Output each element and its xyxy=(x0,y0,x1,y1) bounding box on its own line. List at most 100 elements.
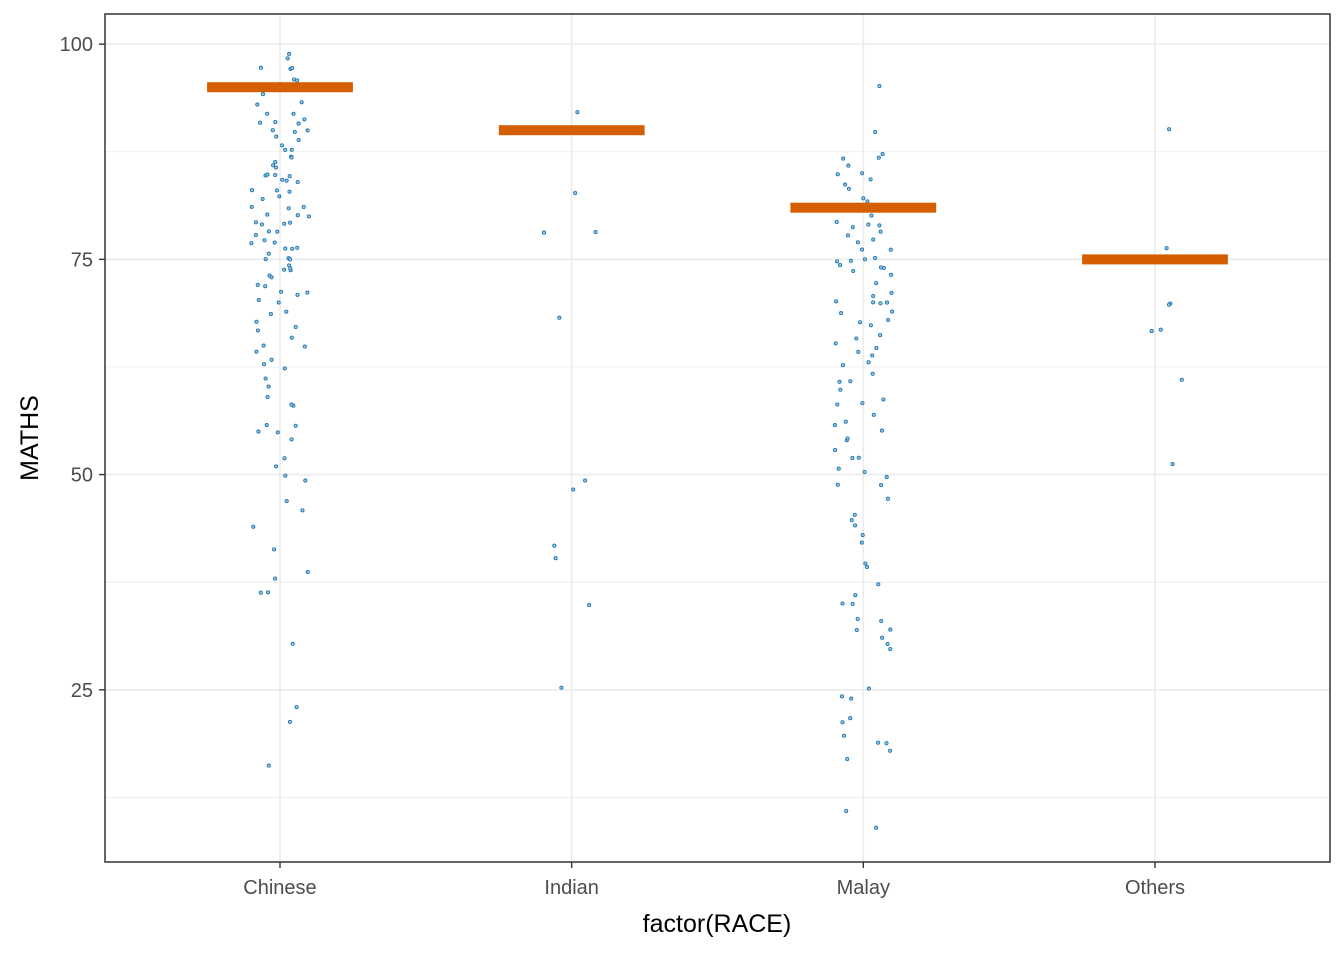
data-point xyxy=(282,267,287,272)
data-point xyxy=(295,78,300,83)
data-point xyxy=(837,379,842,384)
data-point xyxy=(289,402,294,407)
data-point xyxy=(289,437,294,442)
data-point xyxy=(290,641,295,646)
data-point xyxy=(880,635,885,640)
data-point xyxy=(876,740,881,745)
data-point xyxy=(840,601,845,606)
data-point xyxy=(266,229,271,234)
data-point xyxy=(868,177,873,182)
data-point xyxy=(287,189,292,194)
data-point xyxy=(878,301,883,306)
data-point xyxy=(255,282,260,287)
data-point xyxy=(852,512,857,517)
data-point xyxy=(261,362,267,367)
y-axis-title: MATHS xyxy=(16,395,44,481)
data-point xyxy=(287,257,293,262)
data-point xyxy=(845,757,850,762)
data-point xyxy=(835,402,840,407)
data-point xyxy=(266,384,271,389)
data-point xyxy=(292,129,297,134)
data-point xyxy=(269,357,274,362)
data-point xyxy=(884,475,889,480)
data-point xyxy=(834,219,839,225)
data-point xyxy=(850,456,855,461)
data-point xyxy=(262,238,267,243)
data-point xyxy=(884,741,889,746)
data-point xyxy=(290,65,295,71)
data-point xyxy=(289,147,294,152)
panel-border xyxy=(104,13,1331,863)
data-point xyxy=(249,241,254,246)
data-point xyxy=(295,292,300,297)
data-point xyxy=(858,320,863,325)
data-point xyxy=(878,229,883,234)
data-point xyxy=(295,213,300,218)
data-point xyxy=(301,204,306,210)
data-point xyxy=(1170,462,1175,467)
data-point xyxy=(846,186,851,191)
data-point xyxy=(881,397,886,402)
data-point xyxy=(879,483,884,488)
data-point xyxy=(541,230,547,235)
data-point xyxy=(855,240,860,245)
data-point xyxy=(880,152,885,157)
data-point xyxy=(293,324,298,330)
data-point xyxy=(258,590,263,595)
data-point xyxy=(575,110,580,115)
data-point xyxy=(280,143,285,148)
x-tick-label: Malay xyxy=(837,877,890,899)
data-point xyxy=(841,156,846,161)
data-point xyxy=(876,155,881,160)
data-point xyxy=(283,246,288,251)
data-point xyxy=(848,716,853,721)
data-point xyxy=(866,222,871,227)
data-point xyxy=(249,188,255,193)
data-point xyxy=(873,129,878,135)
data-point xyxy=(271,163,276,168)
data-point xyxy=(266,251,271,256)
data-point xyxy=(273,165,278,170)
data-point xyxy=(274,188,280,193)
mean-bar xyxy=(498,125,645,136)
data-point xyxy=(1166,302,1172,307)
data-point xyxy=(874,825,879,830)
data-point xyxy=(263,284,268,289)
data-point xyxy=(878,265,884,270)
data-point xyxy=(871,293,876,299)
data-point xyxy=(275,229,280,234)
data-point xyxy=(845,436,850,441)
data-point xyxy=(870,353,875,358)
data-point xyxy=(256,298,261,303)
data-point xyxy=(284,178,289,183)
data-point xyxy=(888,646,893,652)
data-point xyxy=(854,627,859,633)
data-point xyxy=(856,455,861,460)
data-point xyxy=(869,213,874,218)
data-point xyxy=(871,300,876,305)
data-point xyxy=(848,258,853,263)
data-point xyxy=(283,473,288,478)
data-point xyxy=(845,233,850,238)
data-point xyxy=(870,371,875,376)
data-point xyxy=(270,128,275,133)
data-points xyxy=(249,51,1184,830)
data-point xyxy=(265,172,270,177)
data-point xyxy=(860,401,865,406)
data-point xyxy=(879,428,885,433)
data-point xyxy=(843,419,848,424)
data-point xyxy=(273,172,278,178)
data-point xyxy=(871,412,876,417)
data-point xyxy=(265,111,270,116)
data-point xyxy=(259,222,264,227)
data-point xyxy=(305,128,310,133)
data-point xyxy=(849,696,854,701)
data-point xyxy=(273,159,278,165)
data-point xyxy=(295,245,300,250)
data-point xyxy=(279,289,284,294)
data-point xyxy=(557,315,562,320)
data-point xyxy=(876,582,881,587)
data-point xyxy=(553,556,558,561)
data-point xyxy=(287,174,292,179)
data-point xyxy=(844,808,849,814)
